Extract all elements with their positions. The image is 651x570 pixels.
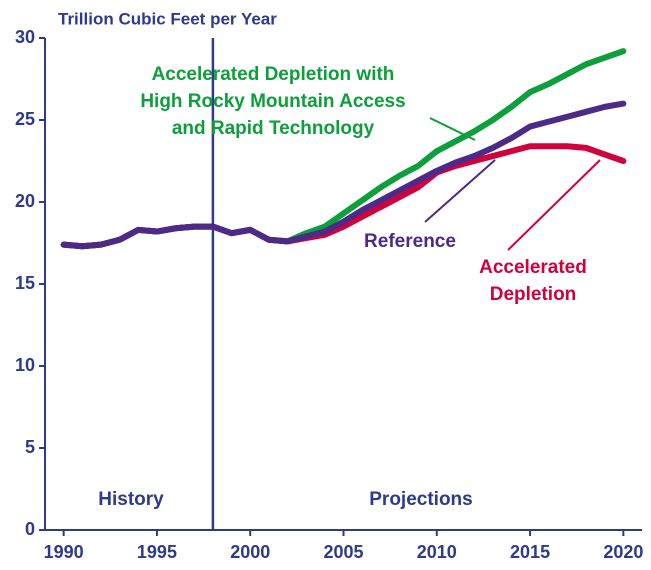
x-tick-label: 2020 <box>603 542 643 562</box>
y-tick-label: 25 <box>15 109 35 129</box>
series-label: Depletion <box>490 284 577 305</box>
annotation: History <box>98 489 164 510</box>
series-line <box>60 100 627 250</box>
series-label: Reference <box>364 231 456 252</box>
y-tick-label: 15 <box>15 273 35 293</box>
y-axis-label: Trillion Cubic Feet per Year <box>58 9 277 28</box>
leader-line <box>424 159 496 223</box>
x-tick-label: 2000 <box>230 542 270 562</box>
series-label: High Rocky Mountain Access <box>140 91 405 112</box>
leader-line <box>507 159 601 251</box>
leader-line <box>429 117 476 141</box>
series-label: Accelerated Depletion with <box>152 64 395 85</box>
x-tick-label: 2005 <box>323 542 363 562</box>
y-tick-label: 30 <box>15 27 35 47</box>
x-tick-label: 2015 <box>510 542 550 562</box>
y-tick-label: 5 <box>25 437 35 457</box>
x-tick-label: 2010 <box>417 542 457 562</box>
y-tick-label: 20 <box>15 191 35 211</box>
x-tick-label: 1990 <box>44 542 84 562</box>
y-tick-label: 0 <box>25 519 35 539</box>
series-label: Accelerated <box>479 257 587 278</box>
annotation: Projections <box>369 489 472 510</box>
y-tick-label: 10 <box>15 355 35 375</box>
series-label: and Rapid Technology <box>172 118 375 139</box>
x-tick-label: 1995 <box>137 542 177 562</box>
